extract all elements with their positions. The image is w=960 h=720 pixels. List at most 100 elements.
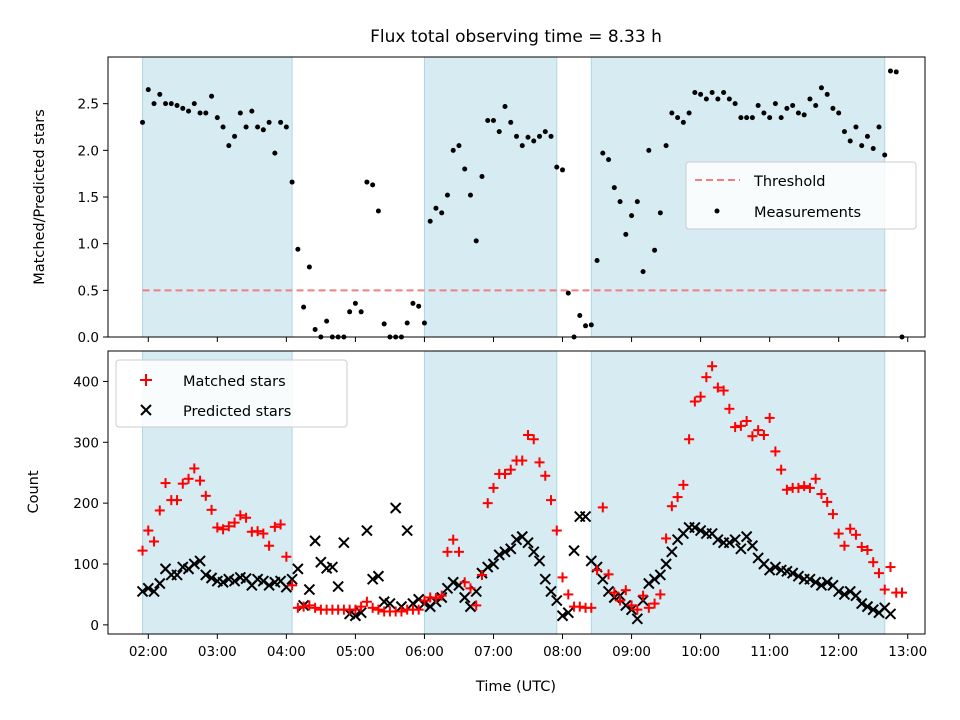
measurement-point: [433, 205, 439, 211]
measurement-point: [209, 93, 215, 99]
measurement-point: [887, 68, 893, 74]
measurement-point: [795, 110, 801, 116]
predicted-stars-point: [188, 558, 201, 570]
measurement-point: [427, 218, 433, 224]
measurement-point: [364, 179, 370, 185]
legend-predicted-swatch: [140, 404, 152, 416]
matched-stars-point: [499, 468, 510, 479]
matched-stars-point: [850, 529, 861, 540]
measurement-point: [157, 91, 163, 97]
measurement-point: [698, 91, 704, 97]
matched-stars-point: [638, 590, 649, 601]
measurement-point: [444, 192, 450, 198]
matched-stars-point: [896, 587, 907, 598]
predicted-stars-point: [556, 610, 569, 622]
matched-stars-point: [212, 522, 223, 533]
top-shade-1: [423, 56, 558, 338]
bottom-y-tick-label: 400: [73, 374, 99, 390]
predicted-stars-point: [171, 569, 183, 581]
predicted-stars-point: [407, 597, 419, 610]
predicted-stars-point: [148, 585, 160, 598]
measurement-point: [893, 69, 899, 75]
matched-stars-point: [287, 580, 298, 591]
measurement-point: [726, 96, 732, 102]
x-tick-label: 04:00: [267, 644, 306, 660]
measurement-point: [496, 129, 502, 135]
measurement-point: [525, 134, 531, 140]
measurement-point: [214, 115, 220, 121]
measurement-point: [375, 208, 381, 214]
matched-stars-point: [718, 385, 729, 396]
matched-stars-point: [310, 602, 321, 613]
matched-stars-point: [753, 425, 764, 436]
top-y-tick-label: 2.5: [78, 97, 99, 113]
measurement-point: [485, 117, 491, 123]
predicted-stars-point: [372, 570, 385, 582]
matched-stars-point: [868, 557, 879, 568]
matched-stars-point: [557, 572, 568, 583]
measurement-point: [675, 115, 681, 121]
legend-matched-label: Matched stars: [183, 374, 286, 390]
predicted-stars-point: [280, 581, 293, 593]
predicted-stars-point: [459, 591, 471, 604]
matched-stars-point: [546, 495, 557, 506]
measurement-point: [347, 309, 353, 315]
matched-stars-point: [689, 396, 700, 407]
measurement-point: [784, 105, 790, 111]
matched-stars-point: [534, 457, 545, 468]
measurement-point: [583, 323, 589, 329]
measurement-point: [744, 115, 750, 121]
top-y-tick-label: 1.5: [78, 190, 99, 206]
measurement-point: [283, 124, 289, 130]
measurement-point: [301, 304, 307, 310]
matched-stars-point: [172, 495, 183, 506]
matched-stars-point: [264, 540, 275, 551]
predicted-stars-point: [303, 583, 316, 596]
matched-stars-point: [701, 372, 712, 383]
predicted-stars-point: [694, 524, 707, 537]
top-y-tick-label: 2.0: [78, 143, 99, 159]
bottom-y-tick-label: 300: [73, 435, 99, 451]
measurement-point: [542, 129, 548, 135]
top-y-axis-label: Matched/Predicted stars: [32, 109, 48, 285]
predicted-stars-point: [228, 575, 241, 587]
predicted-stars-point: [740, 530, 753, 543]
matched-stars-point: [488, 482, 499, 493]
matched-stars-point: [592, 565, 603, 576]
measurement-point: [352, 300, 358, 306]
predicted-stars-point: [746, 540, 759, 552]
measurement-point: [606, 157, 612, 163]
measurement-point: [882, 152, 888, 158]
measurement-point: [416, 303, 422, 309]
matched-stars-point: [436, 590, 447, 601]
measurement-point: [778, 115, 784, 121]
predicted-stars-point: [309, 535, 321, 547]
predicted-stars-point: [205, 572, 218, 584]
matched-stars-point: [149, 536, 160, 547]
predicted-stars-point: [562, 606, 574, 619]
x-tick-label: 02:00: [129, 644, 168, 660]
predicted-stars-point: [844, 585, 856, 598]
chart-title: Flux total observing time = 8.33 h: [370, 27, 662, 47]
predicted-stars-point: [332, 580, 344, 593]
measurement-point: [634, 199, 640, 205]
x-tick-label: 09:00: [612, 644, 651, 660]
predicted-stars-point: [821, 576, 833, 588]
predicted-stars-point: [286, 573, 298, 585]
predicted-stars-point: [579, 510, 592, 523]
matched-stars-point: [241, 512, 252, 523]
measurement-point: [174, 103, 180, 109]
matched-stars-point: [373, 604, 384, 615]
measurement-point: [767, 115, 773, 121]
measurement-point: [600, 150, 606, 156]
measurement-point: [306, 264, 312, 270]
predicted-stars-point: [867, 603, 879, 616]
matched-stars-point: [781, 484, 792, 495]
top-y-tick-label: 0.5: [78, 283, 99, 299]
measurement-point: [841, 129, 847, 135]
matched-stars-point: [551, 525, 562, 536]
predicted-stars-point: [545, 585, 557, 598]
predicted-stars-point: [539, 573, 551, 585]
measurement-point: [163, 101, 169, 107]
measurement-point: [502, 103, 508, 109]
